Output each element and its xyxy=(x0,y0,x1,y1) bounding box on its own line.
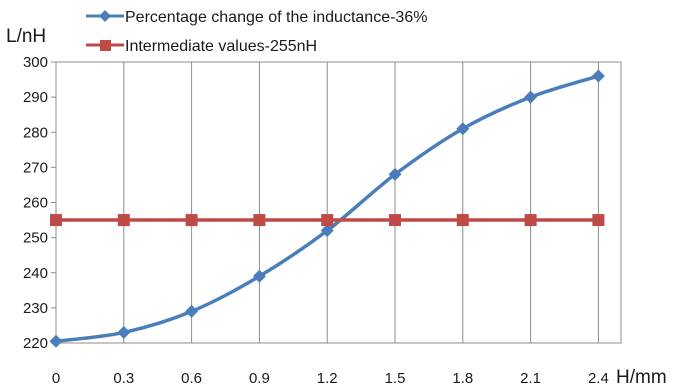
data-point-square xyxy=(117,214,130,227)
data-point-diamond xyxy=(117,325,131,339)
y-axis-title: L/nH xyxy=(6,26,46,47)
data-point-square xyxy=(185,214,198,227)
data-point-square xyxy=(592,214,605,227)
data-point-diamond xyxy=(185,304,199,318)
x-tick-label: 2.4 xyxy=(588,370,609,387)
y-tick-label: 260 xyxy=(23,195,48,212)
y-tick-label: 300 xyxy=(23,54,48,71)
y-tick-label: 240 xyxy=(23,265,48,282)
data-point-diamond xyxy=(49,334,63,348)
legend-item-red: Intermediate values-255nH xyxy=(86,38,317,55)
y-tick-label: 270 xyxy=(23,159,48,176)
x-tick-label: 0.6 xyxy=(181,370,202,387)
data-point-diamond xyxy=(524,90,538,104)
legend-item-blue: Percentage change of the inductance-36% xyxy=(86,9,427,26)
x-tick-label: 0.3 xyxy=(113,370,134,387)
y-tick-label: 230 xyxy=(23,300,48,317)
data-point-square xyxy=(253,214,266,227)
y-tick-label: 220 xyxy=(23,335,48,352)
x-axis-ticks: 0 0.3 0.6 0.9 1.2 1.5 1.8 2.1 2.4 xyxy=(52,370,609,387)
data-point-diamond xyxy=(320,224,334,238)
x-tick-label: 1.8 xyxy=(452,370,473,387)
data-point-diamond xyxy=(252,269,266,283)
x-tick-label: 0.9 xyxy=(249,370,270,387)
y-tick-label: 280 xyxy=(23,124,48,141)
x-tick-label: 1.5 xyxy=(385,370,406,387)
y-axis-ticks: 220 230 240 250 260 270 280 290 300 xyxy=(23,54,56,352)
y-tick-label: 250 xyxy=(23,230,48,247)
legend-label-blue: Percentage change of the inductance-36% xyxy=(125,9,427,26)
y-tick-label: 290 xyxy=(23,89,48,106)
data-point-square xyxy=(389,214,401,227)
x-tick-label: 1.2 xyxy=(317,370,338,387)
series-group xyxy=(49,69,605,348)
data-point-diamond xyxy=(388,167,402,181)
data-point-diamond xyxy=(456,122,470,136)
x-tick-label: 0 xyxy=(52,370,60,387)
plot-area xyxy=(55,61,622,344)
legend: Percentage change of the inductance-36% … xyxy=(86,9,427,55)
data-point-square xyxy=(456,214,469,227)
grid-lines xyxy=(123,62,599,343)
data-point-square xyxy=(524,214,537,227)
data-point-square xyxy=(321,214,334,227)
x-tick-label: 2.1 xyxy=(520,370,541,387)
legend-label-red: Intermediate values-255nH xyxy=(125,38,317,55)
x-axis-title: H/mm xyxy=(616,367,667,388)
data-point-diamond xyxy=(591,69,605,83)
data-point-square xyxy=(50,214,62,227)
